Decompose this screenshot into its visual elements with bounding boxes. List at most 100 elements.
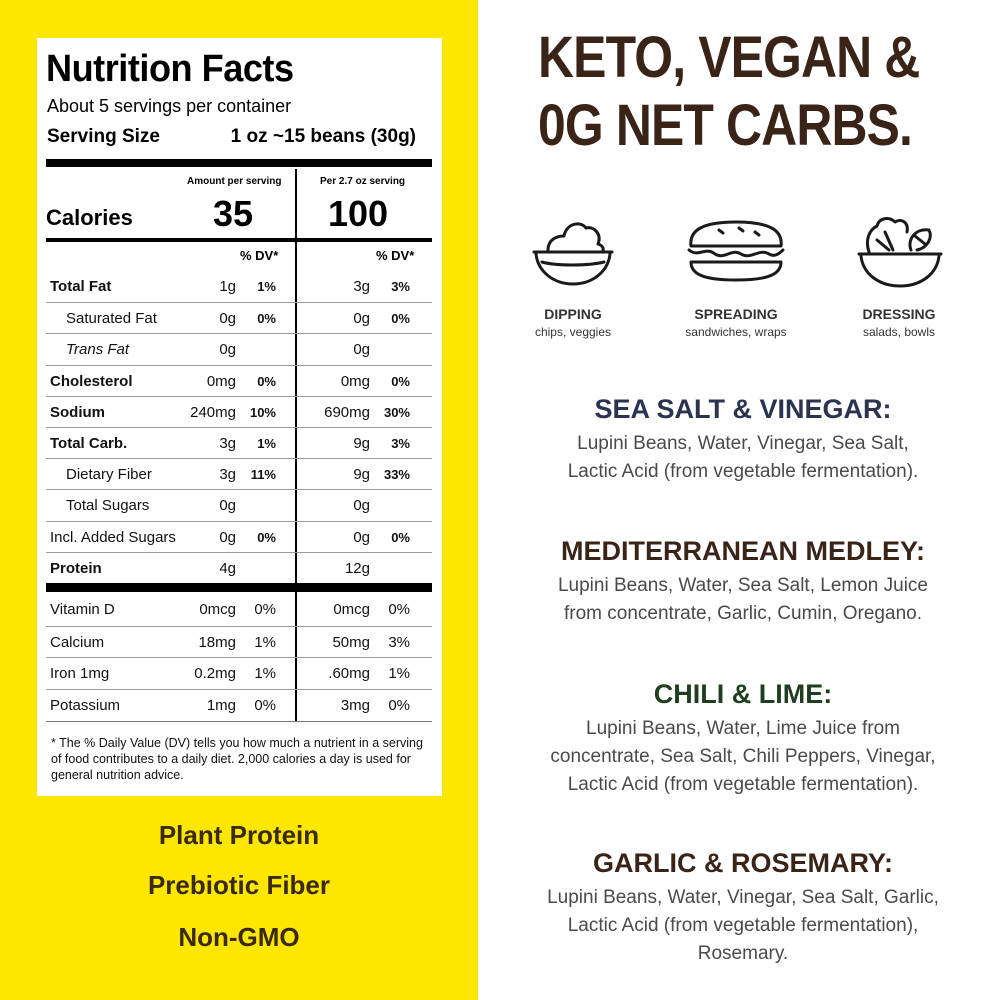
dv-per-container: 3%	[388, 633, 410, 651]
dv-per-container: 0%	[391, 373, 410, 389]
dv-per-serving: 0%	[257, 529, 276, 545]
flavor-ingredients-sea-salt-vinegar: Lupini Beans, Water, Vinegar, Sea Salt, …	[508, 430, 978, 486]
amount-per-serving: 0g	[219, 341, 236, 359]
dip-bowl-icon	[532, 222, 614, 286]
serving-size-value: 1 oz ~15 beans (30g)	[230, 126, 416, 147]
nutrient-name: Vitamin D	[50, 601, 115, 618]
headline-line-1: KETO, VEGAN &	[538, 25, 920, 90]
benefit-prebiotic-fiber: Prebiotic Fiber	[147, 870, 331, 900]
nutrient-row: Iron 1mg 0.2mg 1% .60mg 1%	[46, 657, 432, 689]
nutrient-name: Iron 1mg	[50, 665, 110, 682]
thin-divider	[46, 721, 432, 722]
dv-per-container: 33%	[383, 467, 410, 483]
calories-per-serving: 35	[213, 193, 254, 234]
nutrient-row: Protein 4g 12g	[46, 551, 432, 584]
dv-per-serving: 0%	[254, 601, 276, 618]
nutrient-name: Potassium	[50, 696, 121, 714]
dv-per-container: 0%	[391, 529, 410, 545]
amount-per-container: 0mg	[340, 372, 370, 390]
nutrient-name: Sodium	[50, 403, 105, 421]
amount-per-serving: 0g	[219, 310, 236, 328]
dv-per-container: 0%	[388, 601, 410, 618]
amount-per-container: 50mg	[332, 633, 370, 651]
nutrient-name: Dietary Fiber	[66, 466, 152, 484]
nutrient-row: Incl. Added Sugars 0g 0% 0g 0%	[46, 520, 432, 553]
dv-per-container: 0%	[391, 311, 410, 327]
nutrient-row: Calcium 18mg 1% 50mg 3%	[46, 625, 432, 658]
nutrient-row: Total Fat 1g 1% 3g 3%	[46, 271, 432, 302]
ingredient-line: Lupini Beans, Water, Sea Salt, Lemon Jui…	[557, 575, 928, 596]
amount-per-serving: 3g	[219, 435, 236, 452]
flavor-ingredients-chili-lime: Lupini Beans, Water, Lime Juice from con…	[508, 715, 978, 799]
ingredient-line: Lupini Beans, Water, Vinegar, Sea Salt, …	[547, 887, 939, 908]
amount-per-serving: 4g	[219, 559, 236, 577]
ingredient-line: Lupini Beans, Water, Lime Juice from	[586, 718, 900, 739]
amount-per-container: 0g	[353, 310, 370, 328]
calories-label: Calories	[46, 205, 133, 230]
salad-bowl-icon	[857, 217, 943, 288]
nutrient-row: Dietary Fiber 3g 11% 9g 33%	[46, 458, 432, 490]
ingredient-line: Lactic Acid (from vegetable fermentation…	[567, 915, 919, 936]
amount-per-container: 9g	[353, 435, 370, 452]
column-divider	[295, 169, 297, 239]
use-sub-spreading: sandwiches, wraps	[685, 325, 787, 339]
dv-per-serving: 0%	[257, 311, 276, 327]
dv-per-container: 0%	[388, 696, 410, 714]
calories-per-container: 100	[328, 193, 389, 234]
amount-per-container: .60mg	[328, 665, 370, 682]
use-label-dressing: DRESSING	[862, 306, 936, 322]
nutrient-row: Potassium 1mg 0% 3mg 0%	[46, 688, 432, 721]
amount-per-container: 690mg	[324, 403, 370, 421]
nutrient-name: Protein	[50, 559, 102, 577]
dv-per-serving: 0%	[257, 373, 276, 389]
amount-per-container: 0g	[353, 528, 370, 546]
dv-header-2: % DV*	[376, 248, 415, 263]
medium-divider	[46, 238, 432, 242]
left-panel: Nutrition Facts About 5 servings per con…	[0, 0, 478, 1000]
headline-line-2: 0G NET CARBS.	[538, 93, 913, 158]
benefit-non-gmo: Non-GMO	[178, 922, 300, 952]
ingredient-line: Rosemary.	[697, 943, 789, 964]
nutrient-row: Vitamin D 0mcg 0% 0mcg 0%	[46, 594, 432, 625]
nutrient-name: Saturated Fat	[66, 310, 157, 328]
amount-per-serving: 1mg	[206, 696, 236, 714]
ingredient-line: Lactic Acid (from vegetable fermentation…	[567, 461, 919, 482]
ingredient-line: concentrate, Sea Salt, Chili Peppers, Vi…	[550, 746, 936, 767]
use-label-spreading: SPREADING	[694, 306, 778, 322]
flavor-ingredients-mediterranean-medley: Lupini Beans, Water, Sea Salt, Lemon Jui…	[508, 572, 978, 628]
nutrient-name: Cholesterol	[50, 372, 133, 390]
col2-header: Per 2.7 oz serving	[320, 176, 406, 187]
flavor-title-garlic-rosemary: GARLIC & ROSEMARY:	[593, 848, 893, 878]
amount-per-container: 0g	[353, 341, 370, 359]
ingredient-line: from concentrate, Garlic, Cumin, Oregano…	[564, 603, 922, 624]
dv-per-serving: 0%	[254, 696, 276, 714]
dv-per-serving: 1%	[257, 436, 276, 451]
thick-divider	[46, 159, 432, 167]
nutrient-row: Trans Fat 0g 0g	[46, 333, 432, 365]
dv-header-1: % DV*	[240, 248, 279, 263]
amount-per-serving: 0g	[219, 528, 236, 546]
nutrient-name: Calcium	[50, 633, 105, 651]
use-sub-dipping: chips, veggies	[534, 325, 612, 339]
amount-per-serving: 0g	[219, 497, 236, 515]
amount-per-serving: 0mcg	[199, 601, 236, 618]
col1-header: Amount per serving	[187, 176, 282, 187]
amount-per-container: 3g	[353, 278, 370, 295]
benefit-plant-protein: Plant Protein	[158, 820, 320, 850]
nutrient-name: Incl. Added Sugars	[50, 528, 176, 546]
dv-per-container: 3%	[391, 279, 410, 294]
nutrient-name: Total Sugars	[66, 497, 150, 515]
sandwich-icon	[687, 220, 785, 282]
amount-per-container: 9g	[353, 466, 370, 484]
thick-divider	[46, 583, 432, 592]
dv-per-serving: 10%	[249, 404, 276, 420]
ingredient-line: Lupini Beans, Water, Vinegar, Sea Salt,	[577, 433, 909, 454]
flavor-title-chili-lime: CHILI & LIME:	[653, 679, 833, 709]
column-divider	[295, 242, 297, 583]
amount-per-serving: 18mg	[198, 633, 236, 651]
nutrient-name: Total Fat	[50, 278, 112, 295]
daily-value-footnote: * The % Daily Value (DV) tells you how m…	[51, 736, 423, 782]
amount-per-container: 3mg	[340, 696, 370, 714]
amount-per-serving: 0.2mg	[194, 665, 236, 682]
nutrition-title: Nutrition Facts	[46, 48, 294, 90]
